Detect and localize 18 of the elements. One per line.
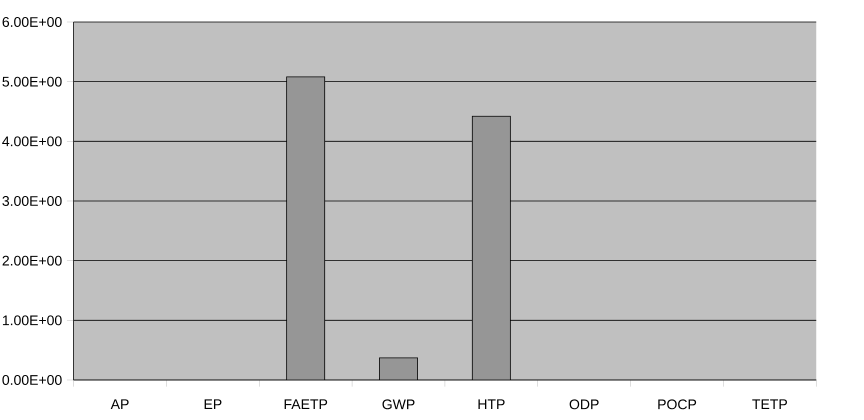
x-tick-label: AP: [110, 399, 129, 409]
y-tick-label: 1.00E+00: [2, 315, 62, 326]
x-tick-label: EP: [204, 399, 222, 409]
bar: [379, 358, 418, 380]
y-tick-label: 2.00E+00: [2, 256, 62, 266]
x-tick-label: HTP: [478, 399, 505, 409]
y-tick-label: 3.00E+00: [2, 196, 62, 206]
x-tick-label: POCP: [658, 399, 696, 410]
y-tick-label: 5.00E+00: [2, 76, 62, 87]
bar: [472, 116, 511, 380]
y-tick-label: 0.00E+00: [2, 375, 62, 385]
y-tick-label: 4.00E+00: [2, 136, 62, 146]
x-tick-label: FAETP: [284, 399, 328, 409]
x-tick-label: TETP: [752, 399, 787, 409]
x-tick-label: GWP: [382, 399, 414, 410]
y-tick-label: 6.00E+00: [2, 17, 62, 27]
bar: [286, 76, 326, 380]
x-tick-label: ODP: [570, 399, 599, 410]
